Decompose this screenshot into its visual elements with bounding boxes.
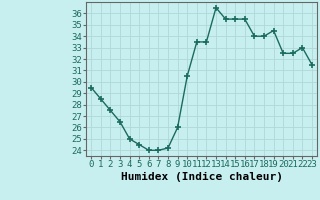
X-axis label: Humidex (Indice chaleur): Humidex (Indice chaleur) — [121, 172, 283, 182]
